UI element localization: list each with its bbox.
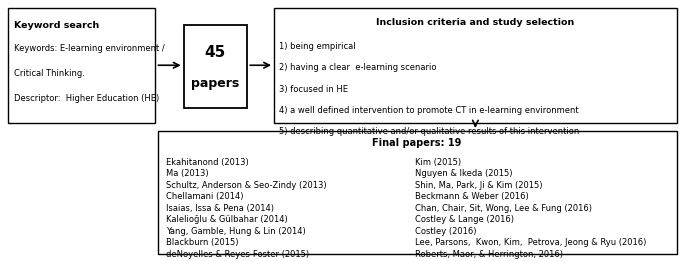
Text: 45: 45 (205, 45, 226, 60)
Text: Descriptor:  Higher Education (HE): Descriptor: Higher Education (HE) (14, 94, 159, 103)
Text: Critical Thinking.: Critical Thinking. (14, 69, 84, 78)
Text: Final papers: 19: Final papers: 19 (373, 138, 462, 148)
Text: deNoyelles & Reyes-Foster (2015): deNoyelles & Reyes-Foster (2015) (166, 250, 309, 259)
FancyBboxPatch shape (8, 8, 155, 123)
Text: Yang, Gamble, Hung & Lin (2014): Yang, Gamble, Hung & Lin (2014) (166, 227, 306, 236)
Text: Costley & Lange (2016): Costley & Lange (2016) (414, 215, 514, 224)
Text: papers: papers (191, 77, 240, 90)
Text: Kim (2015): Kim (2015) (414, 158, 461, 167)
Text: Ekahitanond (2013): Ekahitanond (2013) (166, 158, 249, 167)
Text: Kalelioğlu & Gülbahar (2014): Kalelioğlu & Gülbahar (2014) (166, 215, 288, 224)
Text: Lee, Parsons,  Kwon, Kim,  Petrova, Jeong & Ryu (2016): Lee, Parsons, Kwon, Kim, Petrova, Jeong … (414, 238, 646, 247)
Text: Chellamani (2014): Chellamani (2014) (166, 192, 243, 201)
FancyBboxPatch shape (184, 25, 247, 108)
Text: 4) a well defined intervention to promote CT in e-learning environment: 4) a well defined intervention to promot… (279, 106, 579, 115)
Text: 1) being empirical: 1) being empirical (279, 42, 356, 51)
Text: 5) describing quantitative and/or qualitative results of this intervention: 5) describing quantitative and/or qualit… (279, 127, 580, 136)
Text: Nguyen & Ikeda (2015): Nguyen & Ikeda (2015) (414, 169, 512, 178)
Text: Inclusion criteria and study selection: Inclusion criteria and study selection (376, 18, 575, 27)
Text: Isaias, Issa & Pena (2014): Isaias, Issa & Pena (2014) (166, 204, 274, 213)
Text: Keywords: E-learning environment /: Keywords: E-learning environment / (14, 44, 164, 53)
Text: Blackburn (2015): Blackburn (2015) (166, 238, 238, 247)
FancyBboxPatch shape (158, 130, 677, 254)
Text: Keyword search: Keyword search (14, 21, 99, 30)
Text: Costley (2016): Costley (2016) (414, 227, 476, 236)
Text: 2) having a clear  e-learning scenario: 2) having a clear e-learning scenario (279, 63, 437, 72)
Text: Beckmann & Weber (2016): Beckmann & Weber (2016) (414, 192, 528, 201)
Text: Roberts, Maor, & Herrington, 2016): Roberts, Maor, & Herrington, 2016) (414, 250, 562, 259)
Text: Shin, Ma, Park, Ji & Kim (2015): Shin, Ma, Park, Ji & Kim (2015) (414, 181, 542, 190)
Text: 3) focused in HE: 3) focused in HE (279, 85, 349, 93)
Text: Schultz, Anderson & Seo-Zindy (2013): Schultz, Anderson & Seo-Zindy (2013) (166, 181, 326, 190)
FancyBboxPatch shape (274, 8, 677, 123)
Text: Chan, Chair, Sit, Wong, Lee & Fung (2016): Chan, Chair, Sit, Wong, Lee & Fung (2016… (414, 204, 592, 213)
Text: Ma (2013): Ma (2013) (166, 169, 208, 178)
